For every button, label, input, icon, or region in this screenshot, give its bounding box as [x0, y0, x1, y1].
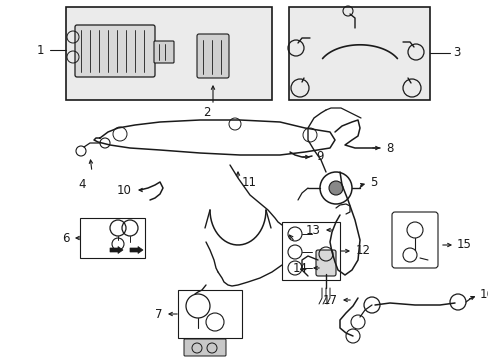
FancyBboxPatch shape: [154, 41, 174, 63]
FancyBboxPatch shape: [75, 25, 155, 77]
Text: 12: 12: [355, 244, 370, 257]
Text: 9: 9: [315, 150, 323, 163]
Text: 7: 7: [155, 307, 163, 320]
Bar: [282, 222, 339, 280]
Text: 10: 10: [117, 184, 132, 197]
Text: 13: 13: [305, 224, 320, 237]
Bar: [178, 290, 242, 338]
FancyBboxPatch shape: [315, 250, 335, 276]
Text: 11: 11: [242, 175, 257, 189]
Bar: [288, 7, 429, 100]
Text: 14: 14: [292, 261, 307, 274]
Bar: [80, 218, 145, 258]
Text: 17: 17: [323, 293, 337, 306]
Text: 3: 3: [452, 46, 459, 59]
Text: 8: 8: [385, 141, 392, 154]
FancyBboxPatch shape: [197, 34, 228, 78]
Text: 6: 6: [62, 231, 70, 244]
Text: 5: 5: [369, 176, 377, 189]
FancyBboxPatch shape: [183, 339, 225, 356]
FancyArrow shape: [130, 247, 142, 253]
Text: 16: 16: [479, 288, 488, 302]
FancyArrow shape: [110, 247, 123, 253]
Text: 1: 1: [37, 44, 44, 57]
Circle shape: [328, 181, 342, 195]
Bar: [66, 7, 271, 100]
Text: 15: 15: [456, 238, 471, 252]
Text: 2: 2: [203, 106, 210, 119]
Text: 4: 4: [78, 178, 85, 191]
FancyBboxPatch shape: [391, 212, 437, 268]
